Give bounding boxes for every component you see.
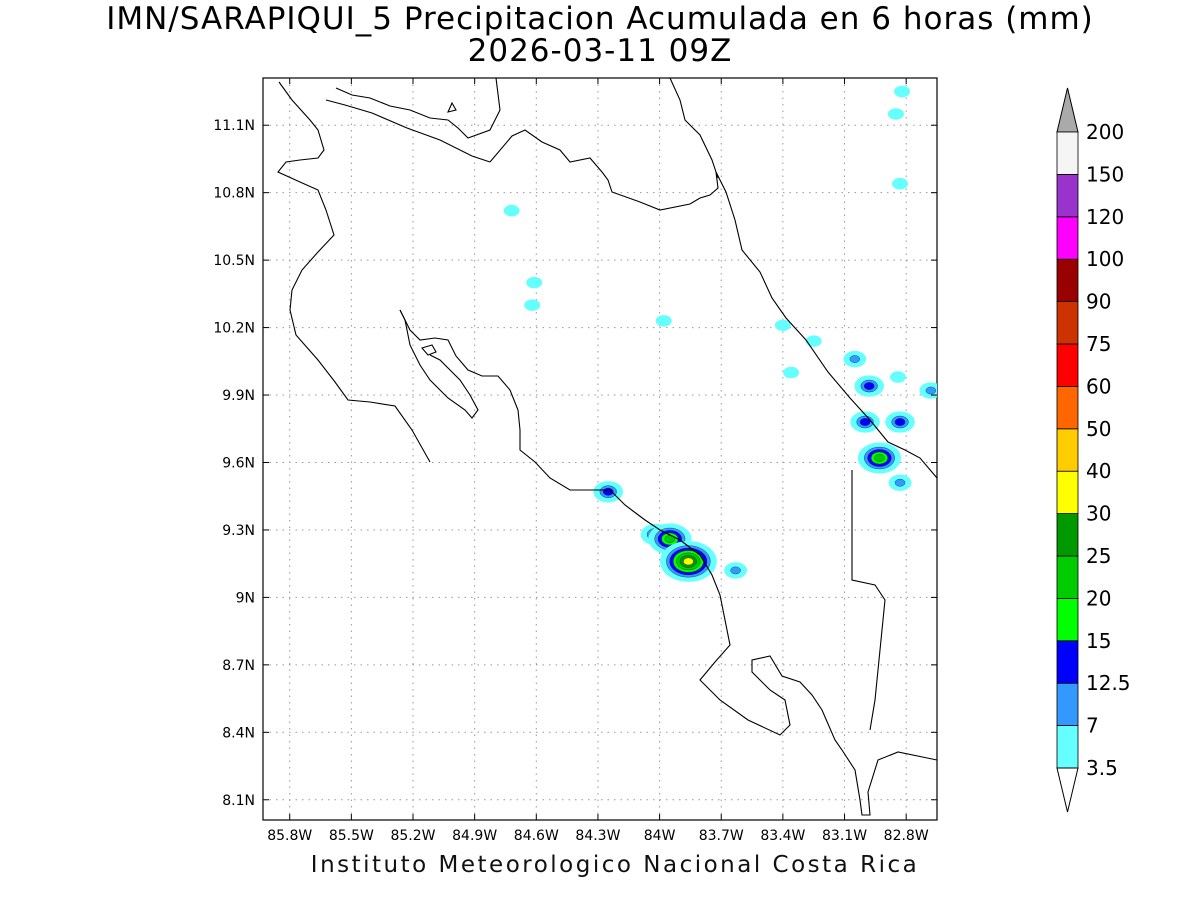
colorbar-label: 15 [1086, 629, 1111, 653]
precip-contour [683, 557, 694, 566]
colorbar-label: 90 [1086, 290, 1111, 314]
axis-ticks: 85.8W 85.5W 85.2W 84.9W 84.6W 84.3W 84W 83.7W 83… [213, 78, 937, 844]
lat-tick-label: 9N [236, 590, 255, 606]
lat-tick-label: 10.5N [213, 253, 255, 269]
lon-tick-label: 83.4W [760, 828, 805, 844]
colorbar-segment [1056, 513, 1079, 557]
colorbar-label: 50 [1086, 417, 1111, 441]
footer-credit: Instituto Meteorologico Nacional Costa R… [310, 852, 920, 878]
gulf-nicoya-island [421, 344, 437, 356]
map-subtitle: 2026-03-11 09Z [467, 33, 733, 69]
colorbar-label: 60 [1086, 374, 1111, 398]
colorbar-label: 20 [1086, 586, 1111, 610]
colorbar-segment [1056, 258, 1079, 303]
colorbar-segment [1056, 173, 1079, 218]
precip-contour [894, 418, 906, 426]
colorbar-segment [1056, 555, 1079, 599]
colorbar-segment [1056, 640, 1079, 684]
colorbar-segment [1056, 301, 1079, 345]
nicoya-coast [399, 309, 937, 816]
nicaragua-border [325, 99, 491, 163]
precip-contour [859, 418, 871, 426]
colorbar-segment [1056, 385, 1079, 430]
colorbar-segment [1056, 598, 1079, 642]
colorbar-min-arrow [1056, 767, 1079, 813]
precip-contour [894, 85, 911, 98]
colorbar-label: 200 [1086, 120, 1124, 144]
colorbar-segment [1056, 470, 1079, 515]
precip-contour [849, 355, 860, 363]
lon-tick-label: 83.7W [699, 828, 744, 844]
lat-tick-label: 9.3N [222, 523, 255, 539]
plot-frame [262, 77, 938, 821]
precip-contour [874, 454, 885, 462]
graticule [263, 78, 937, 820]
gulf-nicoya-west [399, 309, 479, 419]
lon-tick-label: 84W [644, 828, 676, 844]
lake-islet [447, 101, 457, 113]
lon-tick-label: 83.1W [822, 828, 867, 844]
precip-contour [503, 204, 520, 217]
coastline-layer [277, 78, 937, 816]
colorbar-max-arrow [1056, 87, 1079, 133]
caribbean-coast [335, 78, 937, 479]
lat-tick-label: 8.4N [222, 725, 255, 741]
colorbar-label: 75 [1086, 332, 1111, 356]
precip-contour [864, 382, 875, 390]
precip-contour [526, 276, 543, 289]
nicaragua-coast-north [277, 81, 431, 463]
colorbar-segment [1056, 682, 1079, 727]
lon-tick-label: 85.5W [329, 828, 374, 844]
precip-contour [925, 386, 936, 395]
colorbar-label: 40 [1086, 459, 1111, 483]
precip-contour [894, 478, 906, 487]
precip-contour [805, 335, 822, 347]
lon-tick-label: 85.2W [390, 828, 435, 844]
colorbar-label: 120 [1086, 205, 1124, 229]
panama-border [851, 470, 886, 731]
colorbar-segment [1056, 343, 1079, 387]
lat-tick-label: 8.1N [222, 793, 255, 809]
colorbar-segment [1056, 131, 1079, 175]
lon-tick-label: 85.8W [267, 828, 312, 844]
lat-tick-label: 10.8N [213, 186, 255, 202]
atlantic-inset [669, 78, 719, 179]
precip-contour [774, 319, 791, 332]
lat-tick-label: 10.2N [213, 321, 255, 337]
lat-tick-label: 9.6N [222, 455, 255, 471]
map-title: IMN/SARAPIQUI_5 Precipitacion Acumulada … [106, 1, 1094, 37]
precip-contour [892, 177, 909, 190]
precip-contour [655, 315, 672, 327]
colorbar-label: 12.5 [1086, 671, 1131, 695]
colorbar-segment [1056, 428, 1079, 472]
colorbar-segment [1056, 216, 1079, 260]
precip-contour [783, 366, 800, 379]
colorbar-label: 7 [1086, 714, 1099, 738]
precip-contour [730, 566, 741, 575]
colorbar-label: 3.5 [1086, 756, 1118, 780]
colorbar-label: 150 [1086, 162, 1124, 186]
precipitation-layer [503, 85, 937, 582]
colorbar-label: 30 [1086, 502, 1111, 526]
colorbar-label: 100 [1086, 247, 1124, 271]
lon-tick-label: 84.9W [452, 828, 497, 844]
lon-tick-label: 84.3W [575, 828, 620, 844]
lat-tick-label: 9.9N [222, 388, 255, 404]
colorbar: 3.5 7 12.5 15 20 25 30 40 50 60 75 90 100 120 150 200 [1056, 87, 1131, 813]
precip-contour [887, 108, 904, 120]
precip-contour [524, 299, 541, 311]
lon-tick-label: 84.6W [514, 828, 559, 844]
lat-tick-label: 11.1N [213, 118, 255, 134]
colorbar-label: 25 [1086, 544, 1111, 568]
lon-tick-label: 82.8W [884, 828, 929, 844]
lat-tick-label: 8.7N [222, 658, 255, 674]
colorbar-segment [1056, 725, 1079, 769]
precip-contour [889, 371, 906, 383]
